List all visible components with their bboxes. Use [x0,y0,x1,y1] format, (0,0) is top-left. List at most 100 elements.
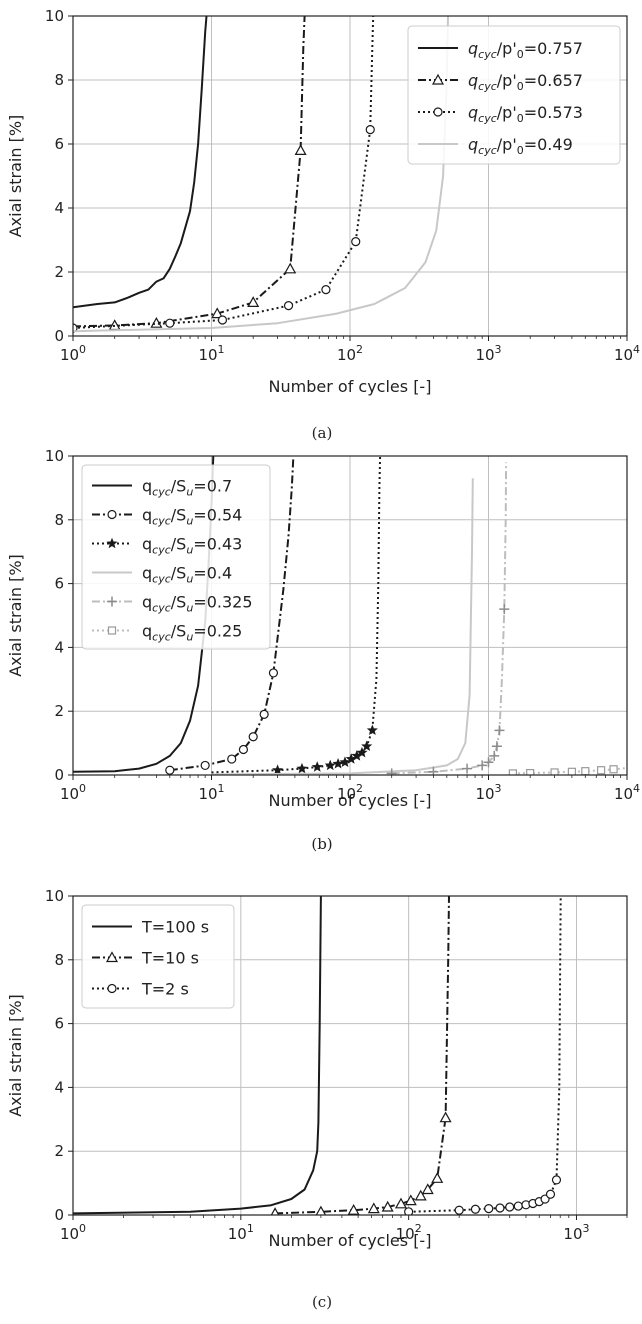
x-tick-label: 102 [337,343,363,364]
axes-frame [72,895,628,1216]
data-point [596,766,606,775]
data-point [421,1183,434,1195]
x-axis-label: Number of cycles [-] [269,1231,432,1250]
data-point [365,125,375,135]
data-point [165,765,175,775]
legend-marker [431,73,445,85]
x-tick-label: 101 [198,343,224,364]
legend-marker [107,983,117,994]
data-point [238,744,249,755]
data-point [505,1202,515,1212]
data-point [248,732,258,742]
y-tick-label: 8 [54,71,64,89]
data-point [439,1111,452,1123]
y-tick-label: 10 [45,447,64,465]
x-tick-label: 101 [198,782,224,803]
legend: qcyc/p'0=0.757 qcyc/p'0=0.657 qcyc/p'0=0.5… [407,25,621,165]
data-point [551,1175,562,1185]
legend-label: T=100 s [141,918,209,937]
data-point [361,740,373,751]
y-tick-label: 8 [54,951,64,969]
legend-label: qcyc/Su=0.7 [142,477,232,499]
legend-label: qcyc/Su=0.43 [142,535,242,557]
data-point [477,760,488,771]
chart-2: 100 101 102 103 104 0 2 4 6 8 10 Number of cycles [… [6,447,640,853]
x-tick-label: 102 [396,1222,422,1243]
data-point [386,768,397,775]
data-point [484,1204,494,1214]
data-point [311,761,323,772]
series-line-1 [73,896,322,1215]
data-point [581,767,590,775]
legend-marker [105,951,119,963]
x-axis-label: Number of cycles [-] [269,377,432,396]
y-tick-label: 4 [54,1078,64,1096]
y-tick-label: 10 [45,7,64,25]
data-point [259,709,269,719]
data-point [609,765,618,774]
data-point [315,1205,327,1215]
y-tick-label: 0 [54,327,64,345]
data-point [545,1189,556,1199]
chart-1: 100 101 102 103 104 0 2 4 6 8 10 Number of cycles [… [6,7,640,442]
data-point [165,318,175,328]
data-point [499,604,510,615]
data-point [495,1203,505,1213]
plot-area [73,896,562,1215]
legend-label: qcyc/p'0=0.49 [468,135,573,157]
legend-label: qcyc/p'0=0.757 [468,39,583,61]
legend-box [81,904,235,1009]
legend-marker [107,626,117,635]
legend: T=100 s T=10 s T=2 s [81,904,235,1009]
data-point [462,763,473,774]
data-point [283,301,294,311]
series-line-2 [73,16,306,328]
y-tick-label: 6 [54,1015,64,1033]
x-tick-label: 104 [614,782,640,803]
data-point [404,1207,414,1215]
x-tick-label: 100 [60,1222,86,1243]
data-point [211,307,224,319]
legend: qcyc/Su=0.7 qcyc/Su=0.54 qcyc/Su=0.43 qcyc/… [81,464,271,650]
data-point [351,237,361,247]
y-tick-label: 4 [54,199,64,217]
y-axis-label: Axial strain [%] [6,994,25,1117]
y-tick-label: 2 [54,263,64,281]
data-point [200,760,210,771]
legend-label: T=2 s [141,980,189,999]
series-line-5 [391,462,508,775]
legend-box [407,25,621,165]
data-point [494,725,505,736]
x-tick-label: 103 [475,343,501,364]
data-point [454,1205,464,1215]
data-point [227,754,237,764]
data-point [414,1189,427,1201]
y-tick-label: 2 [54,1142,64,1160]
panel-caption: (c) [312,1293,332,1311]
data-point [366,724,378,736]
legend-marker [107,596,117,607]
data-point [508,769,517,775]
x-axis-label: Number of cycles [-] [269,791,432,810]
y-tick-label: 6 [54,135,64,153]
series-line-3 [408,896,562,1213]
y-tick-label: 6 [54,575,64,593]
legend-label: qcyc/p'0=0.657 [468,71,583,93]
data-point [567,767,576,775]
data-point [73,323,78,333]
data-point [356,746,368,758]
legend-marker [106,537,118,549]
panel-caption: (b) [311,835,332,853]
x-tick-label: 101 [228,1222,254,1243]
legend-label: qcyc/Su=0.25 [142,622,242,644]
legend-label: qcyc/Su=0.325 [142,593,253,615]
series-line-1 [73,16,208,309]
x-tick-label: 103 [475,782,501,803]
data-point [347,1203,360,1215]
y-tick-label: 4 [54,638,64,656]
plot-area [73,16,449,333]
legend-label: qcyc/Su=0.54 [142,506,242,528]
data-point [270,1207,280,1215]
panel-caption: (a) [312,424,333,442]
data-point [367,1202,380,1214]
